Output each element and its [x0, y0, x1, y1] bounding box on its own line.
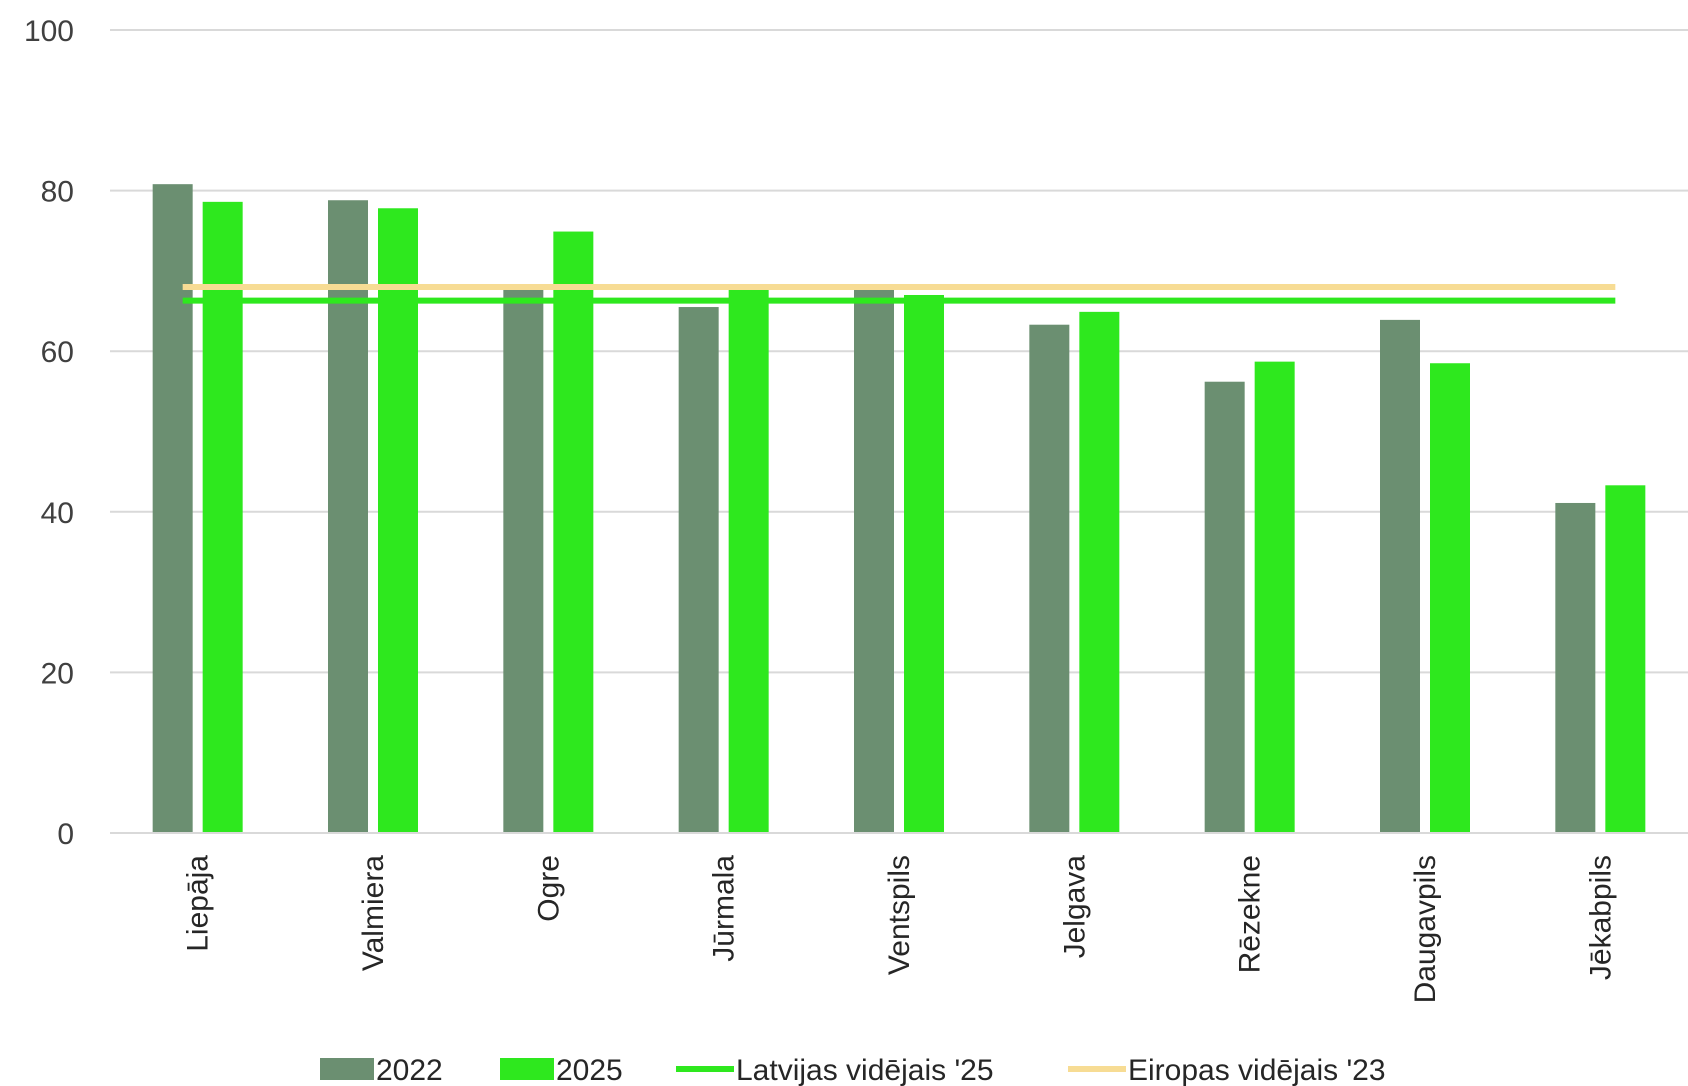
bar-2022-Rēzekne	[1204, 381, 1245, 833]
y-tick-label: 80	[41, 176, 74, 209]
bar-2025-Ogre	[553, 231, 594, 834]
bar-2025-Jēkabpils	[1605, 485, 1646, 833]
bar-2022-Valmiera	[328, 200, 368, 834]
y-tick-label: 100	[24, 15, 74, 48]
category-label: Rēzekne	[1234, 855, 1267, 973]
bar-2022-Ventspils	[854, 288, 894, 833]
category-label: Ogre	[532, 855, 565, 922]
y-tick-label: 0	[57, 818, 74, 851]
legend-label: Eiropas vidējais '23	[1128, 1054, 1386, 1086]
category-label: Jēkabpils	[1584, 855, 1617, 980]
category-label: Valmiera	[357, 855, 390, 971]
category-label: Jūrmala	[708, 855, 741, 962]
category-label: Liepāja	[182, 855, 215, 952]
bar-2025-Valmiera	[378, 208, 418, 834]
bars	[152, 184, 1646, 834]
bar-2022-Ogre	[503, 289, 544, 833]
bar-2022-Jēkabpils	[1555, 502, 1596, 833]
legend: 2022 2025 Latvijas vidējais '25 Eiropas vid…	[320, 1054, 1386, 1086]
y-tick-label: 20	[41, 657, 74, 690]
y-tick-label: 40	[41, 497, 74, 530]
bar-2022-Daugavpils	[1380, 319, 1420, 833]
reference-lines	[182, 283, 1616, 304]
category-labels: Liepāja Valmiera Ogre Jūrmala Ventspils Jelga…	[182, 855, 1618, 1004]
bar-2022-Jelgava	[1029, 324, 1070, 833]
y-tick-label: 60	[41, 336, 74, 369]
gridlines	[110, 29, 1688, 674]
bar-2025-Ventspils	[904, 294, 944, 833]
legend-label: 2022	[376, 1054, 443, 1086]
legend-label: Latvijas vidējais '25	[736, 1054, 994, 1086]
bar-2025-Liepāja	[202, 201, 243, 834]
legend-swatch	[320, 1058, 374, 1080]
bar-2025-Jelgava	[1079, 311, 1120, 833]
bar-2025-Daugavpils	[1430, 363, 1470, 833]
bar-2025-Rēzekne	[1254, 361, 1295, 833]
category-label: Ventspils	[883, 855, 916, 975]
category-label: Daugavpils	[1409, 855, 1442, 1003]
bar-2022-Liepāja	[152, 184, 193, 833]
legend-label: 2025	[556, 1054, 623, 1086]
bar-2025-Jūrmala	[728, 289, 769, 833]
bar-2022-Jūrmala	[678, 307, 719, 833]
category-label: Jelgava	[1058, 855, 1091, 959]
legend-swatch	[500, 1058, 554, 1080]
y-axis-ticks: 0 20 40 60 80 100	[24, 15, 74, 851]
